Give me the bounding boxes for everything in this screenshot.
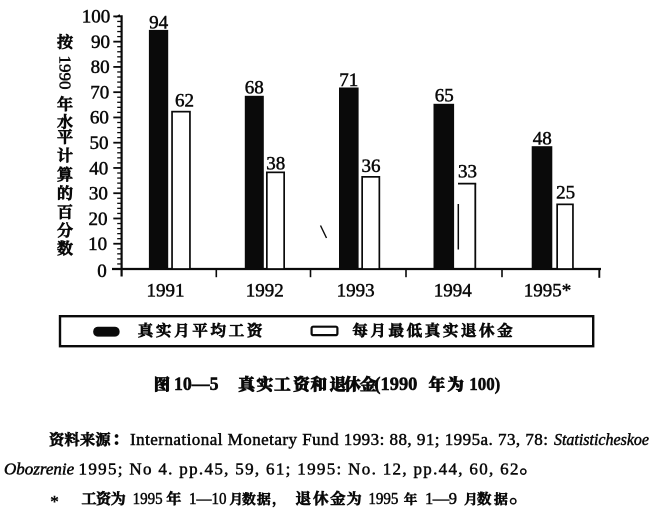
svg-text:Statisticheskoe: Statisticheskoe xyxy=(554,430,649,449)
svg-text:90: 90 xyxy=(91,32,110,53)
svg-text:*: * xyxy=(50,492,59,511)
svg-text:10—5: 10—5 xyxy=(174,374,219,395)
svg-text:25: 25 xyxy=(556,182,575,203)
svg-text:48: 48 xyxy=(533,129,552,150)
svg-text:100: 100 xyxy=(82,7,111,28)
svg-text:20: 20 xyxy=(89,209,108,230)
svg-text:1—9: 1—9 xyxy=(425,489,457,508)
svg-text:Obozrenie: Obozrenie xyxy=(4,460,75,479)
svg-text:(1990: (1990 xyxy=(374,374,417,395)
svg-text:1995: 1995 xyxy=(133,489,163,508)
svg-text:94: 94 xyxy=(149,13,169,34)
svg-text:0: 0 xyxy=(97,261,107,282)
svg-text:1991: 1991 xyxy=(147,281,185,302)
svg-text:80: 80 xyxy=(91,57,110,78)
svg-text:40: 40 xyxy=(89,158,108,179)
svg-text:100): 100) xyxy=(469,374,500,394)
svg-text:70: 70 xyxy=(90,82,109,103)
svg-text:1990: 1990 xyxy=(56,56,75,90)
svg-text:36: 36 xyxy=(362,156,381,177)
svg-text:International Monetary Fund 19: International Monetary Fund 1993: 88, 91… xyxy=(130,430,548,449)
svg-text:68: 68 xyxy=(245,77,264,98)
svg-text:1994: 1994 xyxy=(434,281,473,302)
svg-text:1995: 1995 xyxy=(368,489,398,508)
svg-text:33: 33 xyxy=(458,162,477,183)
svg-text:50: 50 xyxy=(90,133,109,154)
svg-text:1993: 1993 xyxy=(337,281,375,302)
svg-text:60: 60 xyxy=(90,108,109,129)
svg-text:1992: 1992 xyxy=(246,281,284,302)
svg-text:38: 38 xyxy=(266,153,285,174)
svg-text:65: 65 xyxy=(435,86,454,107)
svg-text:1995; No 4. pp.45, 59, 61; 199: 1995; No 4. pp.45, 59, 61; 1995: No. 12,… xyxy=(79,460,519,479)
svg-text:71: 71 xyxy=(339,70,358,91)
svg-text:1—10: 1—10 xyxy=(189,489,227,508)
svg-text:1995*: 1995* xyxy=(524,281,572,302)
svg-text:10: 10 xyxy=(88,234,107,255)
svg-text:30: 30 xyxy=(89,184,108,205)
svg-text:62: 62 xyxy=(175,91,194,112)
